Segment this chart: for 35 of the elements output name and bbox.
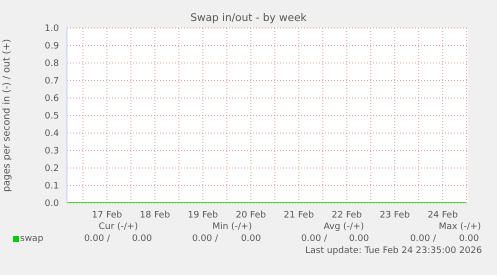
- y-tick-label: 0.2: [44, 164, 59, 174]
- x-tick-label: 24 Feb: [428, 210, 458, 220]
- text: 0.00: [458, 233, 479, 245]
- y-axis-title: pages per second in (-) / out (+): [1, 38, 12, 192]
- text: 0.00 /: [301, 233, 327, 245]
- y-tick-label: 0.5: [44, 112, 59, 122]
- x-tick-label: 20 Feb: [236, 210, 266, 220]
- y-tick-label: 1.0: [44, 24, 60, 34]
- text: 0.00: [132, 233, 152, 245]
- text: 0.00 /: [84, 233, 110, 245]
- y-tick-label: 0.7: [44, 76, 59, 87]
- x-tick-label: 22 Feb: [332, 210, 362, 220]
- y-tick-label: 0.1: [44, 182, 59, 192]
- text: 0.00: [240, 233, 261, 245]
- text: Cur (-/+): [98, 221, 138, 233]
- y-tick-label: 0.4: [44, 129, 60, 140]
- text: Last update: Tue Feb 24 23:35:00 2026: [305, 245, 482, 257]
- x-tick-label: 21 Feb: [284, 210, 314, 220]
- x-tick-label: 19 Feb: [188, 210, 218, 220]
- y-tick-label: 0.8: [44, 59, 60, 70]
- y-tick-label: 0.3: [44, 146, 59, 157]
- legend-label: swap: [19, 233, 44, 245]
- text: 0.00 /: [410, 233, 436, 245]
- text: Max (-/+): [438, 221, 481, 233]
- y-tick-label: 0.6: [44, 94, 60, 104]
- text: 0.00: [348, 233, 369, 245]
- text: 0.00 /: [192, 233, 218, 245]
- chart-title: Swap in/out - by week: [189, 12, 308, 24]
- y-tick-label: 0.0: [44, 199, 60, 210]
- text: Min (-/+): [212, 221, 252, 233]
- x-tick-label: 18 Feb: [140, 210, 170, 220]
- x-tick-label: 23 Feb: [380, 210, 410, 220]
- x-tick-label: 17 Feb: [92, 210, 122, 220]
- text: Avg (-/+): [324, 221, 364, 233]
- y-tick-label: 0.9: [44, 42, 60, 52]
